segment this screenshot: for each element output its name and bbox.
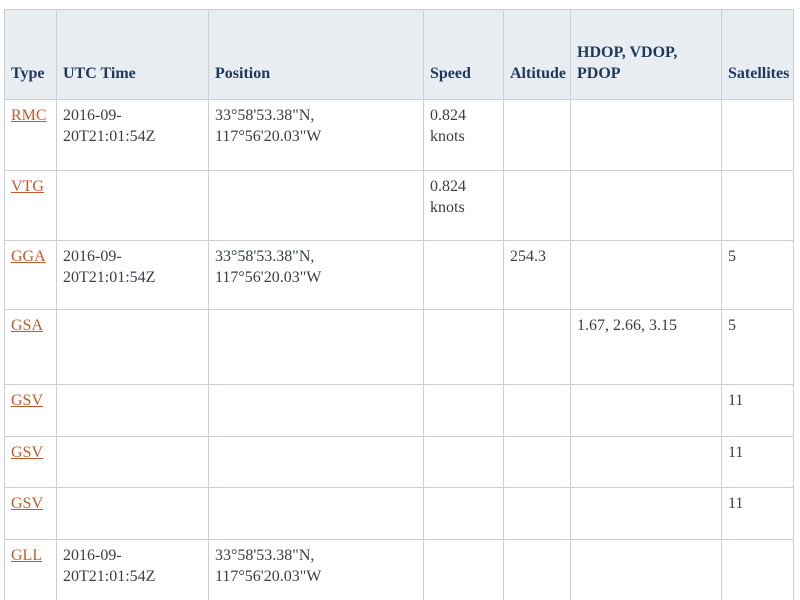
type-cell: GSA — [4, 309, 57, 385]
position-cell — [208, 309, 424, 385]
type-cell: GSV — [4, 487, 57, 540]
sentence-type-link[interactable]: GSV — [11, 444, 44, 461]
header-row: Type UTC Time Position Speed Altitude HD… — [4, 9, 794, 100]
type-cell: VTG — [4, 170, 57, 241]
utc-time-cell — [56, 436, 209, 488]
altitude-cell — [503, 436, 571, 488]
table-row: RMC 2016-09-20T21:01:54Z 33°58'53.38"N, … — [4, 99, 794, 171]
type-cell: RMC — [4, 99, 57, 171]
table-row: GGA 2016-09-20T21:01:54Z 33°58'53.38"N, … — [4, 240, 794, 310]
sentence-type-link[interactable]: VTG — [11, 178, 44, 195]
speed-cell — [423, 240, 504, 310]
speed-cell: 0.824 knots — [423, 99, 504, 171]
altitude-cell — [503, 487, 571, 540]
hdop-cell — [570, 539, 722, 600]
speed-cell: 0.824 knots — [423, 170, 504, 241]
speed-cell — [423, 384, 504, 437]
altitude-cell: 254.3 — [503, 240, 571, 310]
longitude-text: 117°56'20.03"W — [215, 568, 322, 585]
utc-time-cell: 2016-09-20T21:01:54Z — [56, 99, 209, 171]
column-header-utc-time: UTC Time — [56, 9, 209, 100]
latitude-text: 33°58'53.38"N, — [215, 248, 315, 265]
speed-cell — [423, 309, 504, 385]
hdop-cell — [570, 99, 722, 171]
hdop-cell — [570, 487, 722, 540]
sentence-type-link[interactable]: GGA — [11, 248, 46, 265]
utc-time-cell — [56, 170, 209, 241]
column-header-position: Position — [208, 9, 424, 100]
column-header-hdop-vdop-pdop: HDOP, VDOP, PDOP — [570, 9, 722, 100]
speed-cell — [423, 436, 504, 488]
altitude-cell — [503, 170, 571, 241]
satellites-cell: 11 — [721, 384, 794, 437]
position-cell: 33°58'53.38"N, 117°56'20.03"W — [208, 240, 424, 310]
satellites-cell: 5 — [721, 309, 794, 385]
speed-cell — [423, 487, 504, 540]
hdop-cell: 1.67, 2.66, 3.15 — [570, 309, 722, 385]
sentence-type-link[interactable]: GSV — [11, 495, 44, 512]
position-cell — [208, 436, 424, 488]
altitude-cell — [503, 384, 571, 437]
altitude-cell — [503, 99, 571, 171]
satellites-cell — [721, 539, 794, 600]
type-cell: GGA — [4, 240, 57, 310]
utc-time-cell: 2016-09-20T21:01:54Z — [56, 240, 209, 310]
column-header-satellites: Satellites — [721, 9, 794, 100]
utc-time-cell — [56, 309, 209, 385]
hdop-cell — [570, 436, 722, 488]
hdop-cell — [570, 170, 722, 241]
table-row: VTG 0.824 knots — [4, 170, 794, 241]
table-row: GSV 11 — [4, 487, 794, 540]
column-header-speed: Speed — [423, 9, 504, 100]
satellites-cell: 11 — [721, 436, 794, 488]
position-cell: 33°58'53.38"N, 117°56'20.03"W — [208, 539, 424, 600]
sentence-type-link[interactable]: GLL — [11, 547, 43, 564]
position-cell: 33°58'53.38"N, 117°56'20.03"W — [208, 99, 424, 171]
satellites-cell — [721, 170, 794, 241]
table-row: GSA 1.67, 2.66, 3.15 5 — [4, 309, 794, 385]
utc-time-cell — [56, 384, 209, 437]
table-row: GLL 2016-09-20T21:01:54Z 33°58'53.38"N, … — [4, 539, 794, 600]
position-cell — [208, 487, 424, 540]
satellites-cell: 11 — [721, 487, 794, 540]
column-header-altitude: Altitude — [503, 9, 571, 100]
latitude-text: 33°58'53.38"N, — [215, 107, 315, 124]
satellites-cell — [721, 99, 794, 171]
type-cell: GLL — [4, 539, 57, 600]
nmea-sentence-table: Type UTC Time Position Speed Altitude HD… — [4, 9, 794, 600]
table-row: GSV 11 — [4, 384, 794, 437]
altitude-cell — [503, 539, 571, 600]
sentence-type-link[interactable]: GSV — [11, 392, 44, 409]
hdop-cell — [570, 240, 722, 310]
hdop-cell — [570, 384, 722, 437]
longitude-text: 117°56'20.03"W — [215, 269, 322, 286]
sentence-type-link[interactable]: GSA — [11, 317, 44, 334]
latitude-text: 33°58'53.38"N, — [215, 547, 315, 564]
sentence-type-link[interactable]: RMC — [11, 107, 47, 124]
table-row: GSV 11 — [4, 436, 794, 488]
type-cell: GSV — [4, 384, 57, 437]
satellites-cell: 5 — [721, 240, 794, 310]
utc-time-cell — [56, 487, 209, 540]
position-cell — [208, 384, 424, 437]
altitude-cell — [503, 309, 571, 385]
position-cell — [208, 170, 424, 241]
longitude-text: 117°56'20.03"W — [215, 128, 322, 145]
column-header-type: Type — [4, 9, 57, 100]
speed-cell — [423, 539, 504, 600]
utc-time-cell: 2016-09-20T21:01:54Z — [56, 539, 209, 600]
type-cell: GSV — [4, 436, 57, 488]
